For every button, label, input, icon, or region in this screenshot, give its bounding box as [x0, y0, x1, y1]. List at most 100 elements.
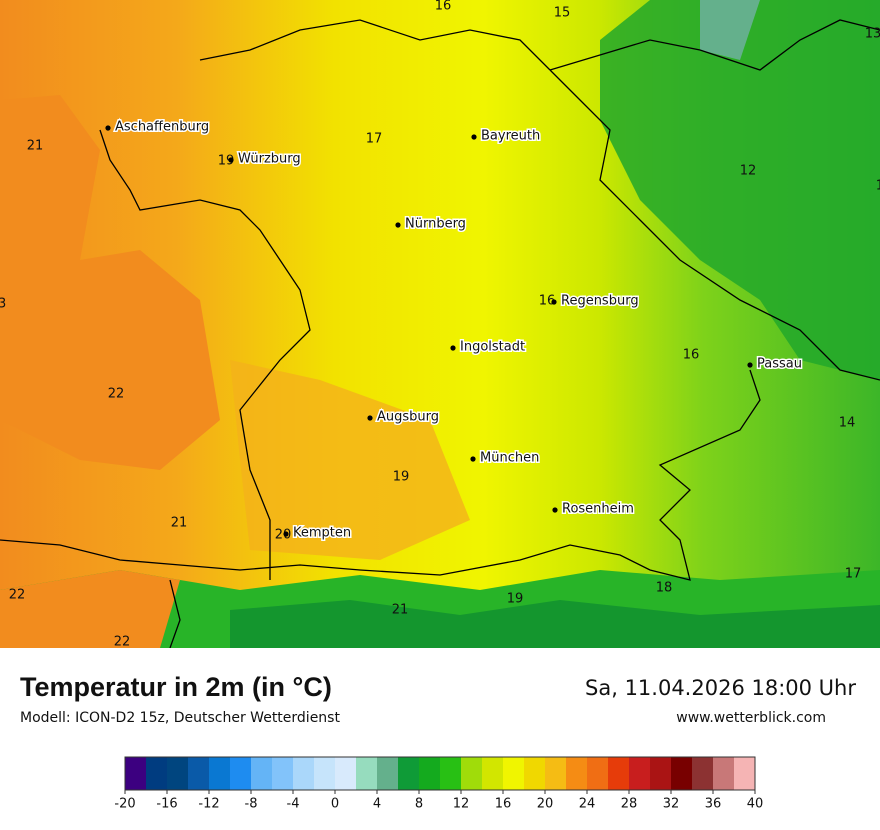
legend-swatch: [734, 757, 755, 790]
temperature-label: 22: [9, 588, 26, 603]
alps: [230, 600, 880, 648]
legend-swatch: [545, 757, 566, 790]
legend-swatch: [503, 757, 524, 790]
city-dot: [450, 345, 456, 351]
legend-swatch: [629, 757, 650, 790]
legend-swatch: [692, 757, 713, 790]
legend-swatch: [272, 757, 293, 790]
legend-swatch: [293, 757, 314, 790]
city-dot: [747, 362, 753, 368]
legend-tick-label: 0: [331, 797, 339, 812]
temperature-label: 21: [171, 516, 188, 531]
city-label: Bayreuth: [481, 129, 540, 144]
temperature-label: 20: [275, 528, 292, 543]
city-label: Passau: [757, 357, 802, 372]
legend-tick-label: -20: [114, 797, 135, 812]
map: 16 15 13 21 19 17 12 12 23 16 16 22 14 19 21 20 17 18 22 21…: [0, 0, 880, 648]
temperature-label: 17: [366, 132, 383, 147]
legend-tick-label: 8: [415, 797, 423, 812]
city-label: Nürnberg: [405, 217, 466, 232]
cool-area: [600, 0, 880, 380]
legend-tick-label: 12: [453, 797, 470, 812]
legend-swatch: [671, 757, 692, 790]
city-label: München: [480, 451, 539, 466]
city-label: Rosenheim: [562, 502, 634, 517]
legend-swatch: [356, 757, 377, 790]
legend-swatch: [167, 757, 188, 790]
temperature-label: 22: [108, 387, 125, 402]
legend-tick-label: 20: [537, 797, 554, 812]
legend-swatch: [125, 757, 146, 790]
legend-swatch: [335, 757, 356, 790]
city-dot: [551, 299, 557, 305]
legend-swatch: [188, 757, 209, 790]
warm-area: [0, 95, 220, 470]
city-label: Ingolstadt: [460, 340, 525, 355]
city-label: Augsburg: [377, 410, 439, 425]
temperature-label: 19: [507, 592, 524, 607]
legend-tick-label: 4: [373, 797, 381, 812]
city-dot: [105, 125, 111, 131]
temperature-label: 12: [876, 179, 880, 194]
city-label: Regensburg: [561, 294, 639, 309]
temperature-label: 17: [845, 567, 862, 582]
temperature-label: 21: [392, 603, 409, 618]
legend-tick-label: 32: [663, 797, 680, 812]
legend-swatch: [377, 757, 398, 790]
temperature-label: 16: [683, 348, 700, 363]
temperature-label: 14: [839, 416, 856, 431]
warm-area: [0, 570, 180, 648]
city-dot: [228, 157, 234, 163]
city-dot: [367, 415, 373, 421]
legend-swatch: [524, 757, 545, 790]
subtitle: Modell: ICON-D2 15z, Deutscher Wetterdie…: [20, 710, 340, 726]
date: Sa, 11.04.2026 18:00 Uhr: [585, 676, 856, 700]
legend-swatch: [461, 757, 482, 790]
legend-swatch: [419, 757, 440, 790]
legend-tick-label: -16: [156, 797, 177, 812]
legend-swatch: [587, 757, 608, 790]
legend-swatch: [482, 757, 503, 790]
legend-swatch: [566, 757, 587, 790]
legend-tick-label: 24: [579, 797, 596, 812]
city-dot: [470, 456, 476, 462]
temperature-label: 15: [554, 6, 571, 21]
warm-area: [230, 360, 470, 560]
legend-swatch: [650, 757, 671, 790]
temperature-label: 23: [0, 297, 6, 312]
temperature-label: 12: [740, 164, 757, 179]
website: www.wetterblick.com: [676, 710, 826, 726]
temperature-label: 19: [393, 470, 410, 485]
legend-swatch: [398, 757, 419, 790]
temperature-label: 21: [27, 139, 44, 154]
legend-swatch: [146, 757, 167, 790]
temperature-label: 13: [865, 27, 880, 42]
legend-swatch: [209, 757, 230, 790]
legend-swatch: [251, 757, 272, 790]
legend-tick-label: -12: [198, 797, 219, 812]
legend-swatch: [440, 757, 461, 790]
legend-swatch: [314, 757, 335, 790]
city-label: Kempten: [293, 526, 351, 541]
temperature-label: 19: [218, 154, 235, 169]
legend: -20 -16 -12 -8 -4 0 4 8 12 16 20 24 28 32 36 40: [114, 756, 764, 812]
legend-tick-label: 16: [495, 797, 512, 812]
legend-tick-label: -8: [245, 797, 258, 812]
legend-swatch: [608, 757, 629, 790]
temperature-label: 22: [114, 635, 131, 649]
legend-tick-label: -4: [287, 797, 300, 812]
city-dot: [471, 134, 477, 140]
legend-swatch: [230, 757, 251, 790]
legend-tick-label: 36: [705, 797, 722, 812]
borders: [0, 19, 880, 648]
legend-tick-label: 40: [747, 797, 764, 812]
title: Temperatur in 2m (in °C): [20, 672, 332, 702]
city-dot: [552, 507, 558, 513]
legend-frame: [124, 756, 756, 791]
city-label: Würzburg: [238, 152, 301, 167]
legend-tick-label: 28: [621, 797, 638, 812]
temperature-label: 16: [435, 0, 452, 14]
temperature-label: 16: [539, 294, 556, 309]
cool-area: [700, 0, 760, 60]
